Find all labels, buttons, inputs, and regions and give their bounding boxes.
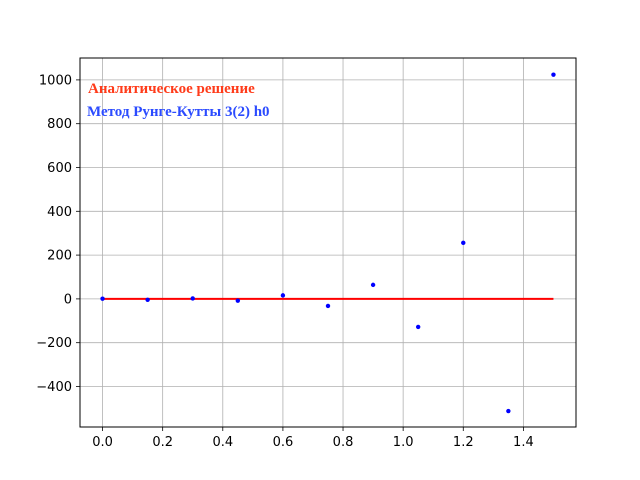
y-tick-label: 800 (47, 117, 72, 132)
x-tick-label: 1.4 (513, 435, 534, 450)
x-axis: 0.0 0.2 0.4 0.6 0.8 1.0 1.2 1.4 (92, 427, 534, 450)
x-tick-label: 0.0 (92, 435, 113, 450)
legend: Аналитическое решение Метод Рунге-Кутты … (87, 81, 270, 120)
legend-item-analytic: Аналитическое решение (88, 81, 255, 97)
data-point (280, 293, 286, 298)
data-point (370, 282, 376, 288)
legend-item-rk: Метод Рунге-Кутты 3(2) h0 (87, 104, 270, 120)
x-tick-label: 0.4 (212, 435, 233, 450)
x-tick-label: 0.2 (152, 435, 173, 450)
x-tick-label: 1.0 (393, 435, 414, 450)
data-point (551, 72, 556, 77)
y-tick-label: 600 (47, 161, 72, 176)
y-tick-label: 400 (47, 205, 72, 220)
series-points (100, 72, 556, 414)
x-tick-label: 0.6 (273, 435, 294, 450)
y-tick-label: −400 (36, 380, 72, 395)
y-tick-label: 0 (64, 292, 72, 307)
data-point (506, 408, 511, 414)
y-axis: −400 −200 0 200 400 600 800 1000 (36, 73, 80, 395)
plot-frame (79, 57, 577, 428)
x-tick-label: 0.8 (333, 435, 354, 450)
data-point (145, 297, 150, 302)
data-point (415, 324, 421, 330)
data-point (100, 296, 105, 301)
y-tick-label: −200 (36, 336, 72, 351)
y-tick-label: 200 (47, 249, 72, 264)
x-tick-label: 1.2 (453, 435, 474, 450)
data-point (190, 296, 195, 301)
y-tick-label: 1000 (39, 73, 72, 88)
data-point (461, 240, 466, 246)
data-point (325, 303, 331, 309)
data-point (235, 298, 241, 303)
